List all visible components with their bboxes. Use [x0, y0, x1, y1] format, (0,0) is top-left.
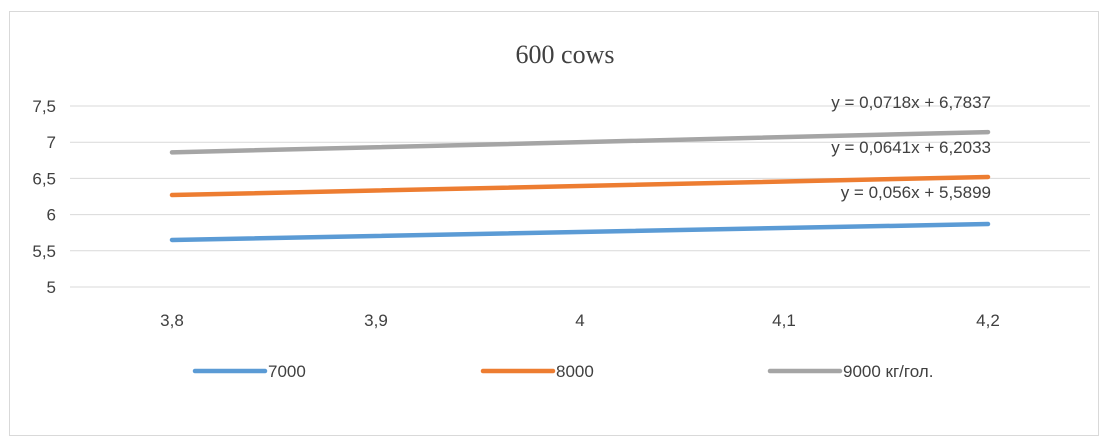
legend: 7000 8000 9000 кг/гол.	[195, 362, 933, 381]
x-tick-label: 3,8	[160, 311, 184, 330]
chart-title: 600 cows	[516, 40, 615, 69]
y-tick-label: 7,5	[32, 97, 56, 116]
x-tick-label: 3,9	[364, 311, 388, 330]
y-tick-label: 6	[47, 206, 56, 225]
trendline-equation: y = 0,0641x + 6,2033	[831, 138, 991, 157]
y-tick-label: 5	[47, 278, 56, 297]
trendline-equations: y = 0,056x + 5,5899 y = 0,0641x + 6,2033 y…	[831, 93, 991, 202]
legend-label: 8000	[556, 362, 594, 381]
y-tick-label: 5,5	[32, 242, 56, 261]
x-tick-label: 4,2	[976, 311, 1000, 330]
y-axis-ticks: 5 5,5 6 6,5 7 7,5	[32, 97, 56, 297]
y-tick-label: 7	[47, 133, 56, 152]
trendline-equation: y = 0,0718x + 6,7837	[831, 93, 991, 112]
x-tick-label: 4,1	[772, 311, 796, 330]
trendline-equation: y = 0,056x + 5,5899	[841, 183, 991, 202]
legend-label: 7000	[268, 362, 306, 381]
legend-label: 9000 кг/гол.	[843, 362, 933, 381]
series-line	[172, 224, 988, 240]
x-axis-ticks: 3,8 3,9 4 4,1 4,2	[160, 311, 1000, 330]
x-tick-label: 4	[575, 311, 584, 330]
y-tick-label: 6,5	[32, 169, 56, 188]
